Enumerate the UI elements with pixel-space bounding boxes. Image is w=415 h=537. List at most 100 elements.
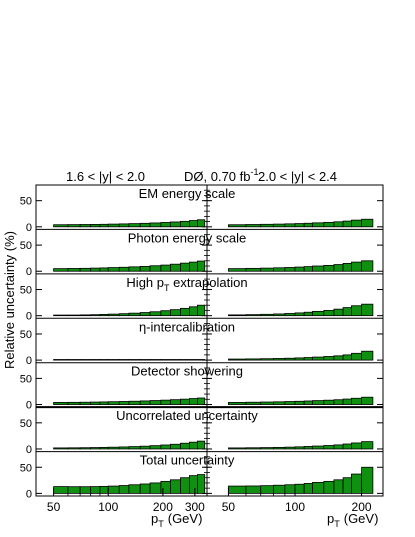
histogram-bar-right [245,358,262,361]
histogram-bar-right [312,482,325,494]
histogram-bar-left [107,267,120,272]
histogram-bar-right [260,401,274,405]
histogram-bar-right [303,222,313,228]
histogram-bar-left [90,359,101,361]
histogram-bar-right [361,350,374,361]
panel-title: Photon energy scale [128,230,247,245]
histogram-bar-left [189,220,198,228]
histogram-bar-right [333,221,344,228]
histogram-bar-left [53,224,69,228]
histogram-bar-left [149,400,162,405]
histogram-bar-right [228,402,247,405]
histogram-bar-left [180,477,190,494]
histogram-bar-left [139,265,151,272]
histogram-bar-left [149,265,162,272]
histogram-bar-right [245,401,262,405]
histogram-bar-left [67,224,81,228]
histogram-bar-right [228,314,247,317]
histogram-bar-right [361,441,374,450]
histogram-bar-left [107,313,120,317]
histogram-bar-right [312,356,325,361]
histogram-bar-left [139,483,151,494]
histogram-bar-right [333,355,344,361]
histogram-bar-right [323,480,335,494]
histogram-bar-left [180,220,190,228]
histogram-bar-right [273,446,286,450]
histogram-bar-left [79,224,92,228]
panel-title: High pT extrapolation [126,275,247,293]
histogram-bar-left [160,359,171,361]
histogram-bar-right [342,263,352,272]
histogram-bar-left [128,484,141,494]
right-range-label: 2.0 < |y| < 2.4 [258,169,337,184]
histogram-bar-right [351,397,362,405]
y-tick-label: 50 [20,196,32,208]
histogram-bar-left [128,359,141,361]
histogram-bar-right [303,357,313,361]
histogram-bar-left [79,359,92,361]
histogram-bar-right [312,445,325,450]
histogram-bar-left [79,486,92,494]
histogram-bar-right [294,223,305,228]
histogram-bar-right [245,314,262,317]
panel-title: η-intercalibration [139,319,235,334]
histogram-bar-left [149,311,162,317]
histogram-bar-right [284,401,296,405]
y-tick-label: 0 [26,400,32,412]
x-axis-label-right: pT (GeV) [327,511,378,529]
x-tick-label-right: 100 [285,500,305,514]
histogram-bar-left [169,263,181,272]
histogram-bar-left [197,219,206,228]
histogram-bar-right [323,264,335,272]
histogram-bar-left [118,313,130,317]
panel-stack: 0 50 EM energy scale 0 50 Photon energy scale… [20,184,384,514]
histogram-bar-left [53,447,69,450]
histogram-bar-right [273,223,286,228]
histogram-bar-right [361,303,374,317]
histogram-bar-right [323,221,335,228]
histogram-bar-left [139,222,151,228]
histogram-bar-right [312,265,325,272]
histogram-bar-right [260,313,274,317]
histogram-bar-left [169,359,181,361]
histogram-bar-right [245,485,262,494]
histogram-bar-left [189,475,198,494]
histogram-bar-left [118,485,130,494]
histogram-bar-left [118,266,130,272]
histogram-bar-left [180,359,190,361]
histogram-bar-left [139,445,151,450]
histogram-bar-left [169,309,181,317]
histogram-bar-left [99,267,109,272]
histogram-bar-left [197,359,206,361]
histogram-bar-right [351,473,362,494]
histogram-bar-right [333,399,344,405]
histogram-bar-right [361,260,374,272]
x-tick-label-right: 50 [222,500,236,514]
histogram-bar-left [67,314,81,317]
histogram-bar-right [303,266,313,272]
panel-title: EM energy scale [139,186,236,201]
histogram-bar-left [180,307,190,317]
histogram-bar-right [312,222,325,228]
y-tick-label: 0 [26,266,32,278]
x-axis: 50 100 200 300 50 100 200 [35,488,372,514]
y-axis-label: Relative uncertainty (%) [2,231,17,369]
histogram-bar-left [197,474,206,494]
histogram-bar-left [79,267,92,272]
histogram-bar-right [260,267,274,272]
histogram-bar-left [90,486,101,494]
histogram-bar-right [245,267,262,272]
histogram-bar-right [294,266,305,272]
histogram-bar-left [169,479,181,494]
panel-title: Detector showering [131,364,243,379]
histogram-bar-left [107,485,120,494]
histogram-bar-right [273,358,286,361]
histogram-bar-right [323,445,335,450]
histogram-bar-left [90,447,101,450]
histogram-bar-right [228,224,247,228]
histogram-bar-right [361,218,374,228]
histogram-bar-right [284,223,296,228]
histogram-bar-left [99,401,109,405]
histogram-bar-left [53,486,69,494]
